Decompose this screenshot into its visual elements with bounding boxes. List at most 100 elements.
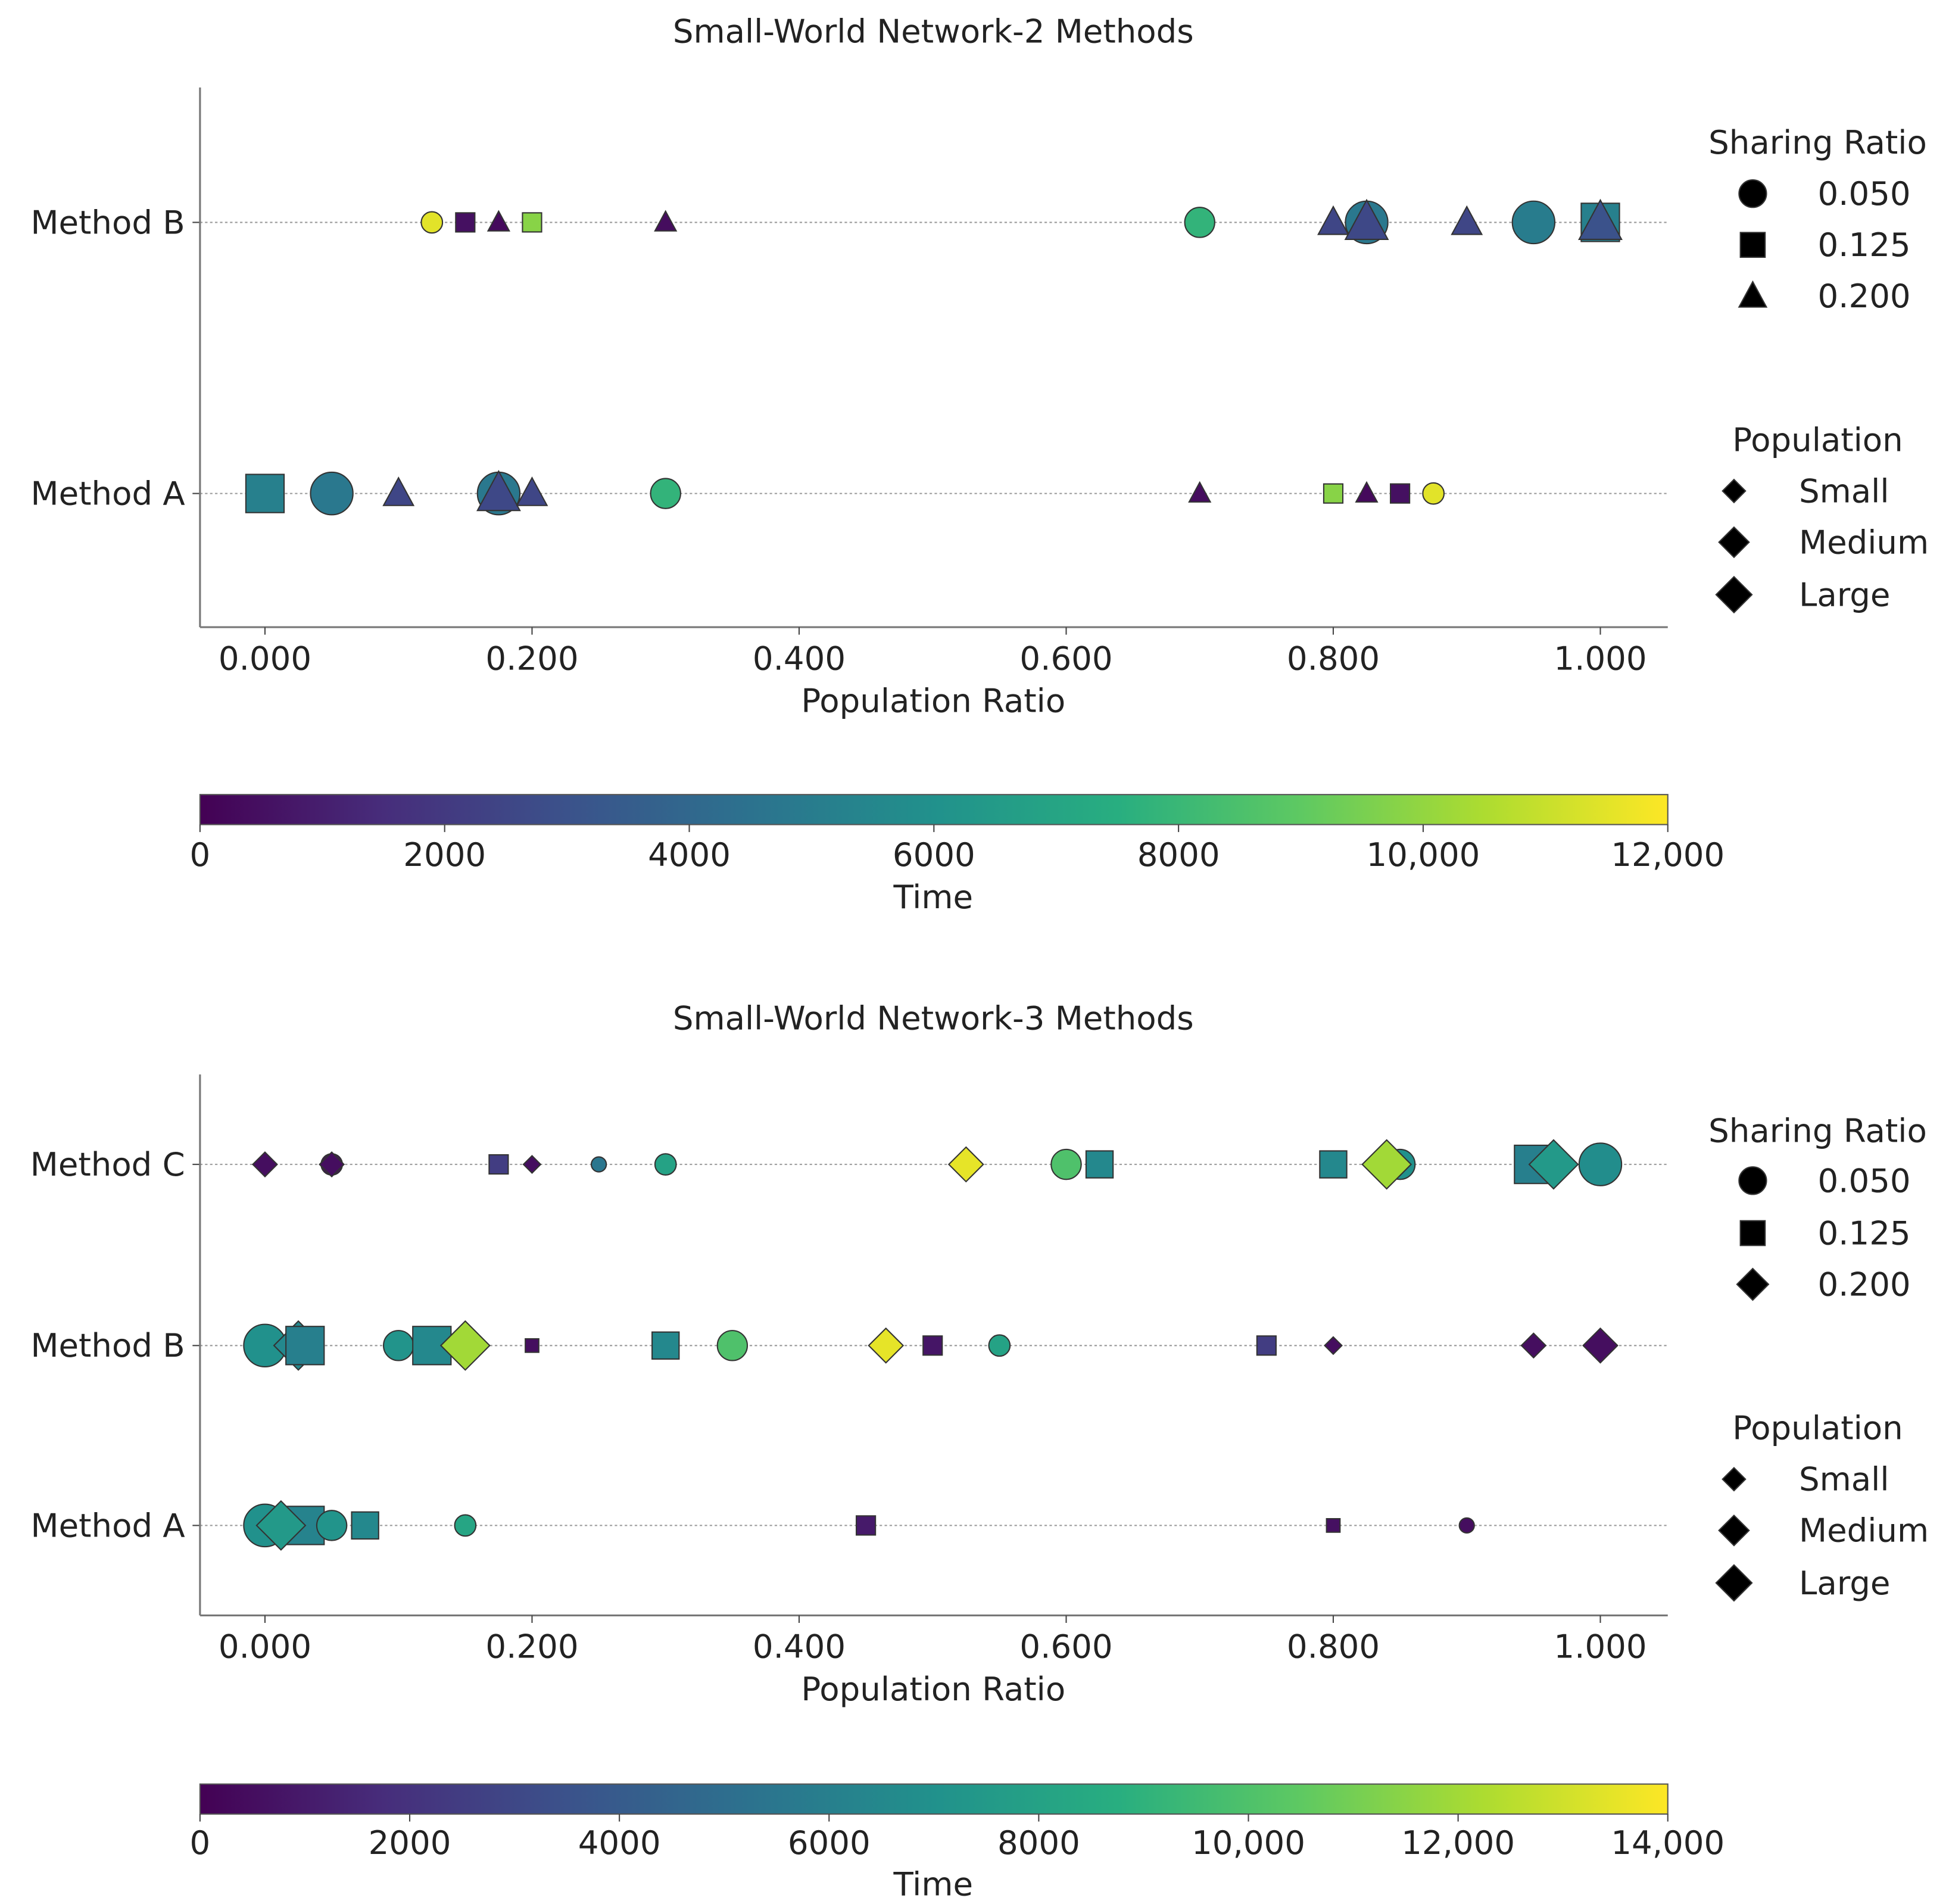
data-point	[1520, 1332, 1547, 1359]
legend-sharing-label: 0.200	[1817, 277, 1910, 315]
data-point	[1323, 483, 1344, 504]
x-tick-label: 0.000	[219, 1628, 311, 1666]
colorbar-tick-label: 12,000	[1401, 1824, 1515, 1862]
data-point	[488, 1154, 509, 1175]
data-point	[1184, 207, 1215, 238]
x-tick-label: 0.800	[1287, 639, 1380, 677]
colorbar-tick-label: 10,000	[1367, 836, 1480, 874]
data-point	[650, 478, 681, 509]
data-point	[476, 469, 521, 512]
colorbar-label: Time	[893, 1865, 973, 1903]
x-tick-label: 0.200	[485, 639, 578, 677]
data-point	[1511, 200, 1556, 245]
legend-triangle-icon	[1738, 280, 1768, 308]
legend-diamond-icon	[1715, 1564, 1753, 1602]
data-point	[351, 1511, 379, 1540]
data-point	[1528, 1139, 1579, 1190]
data-point	[1578, 1142, 1623, 1186]
data-point	[1319, 1150, 1348, 1179]
data-point	[868, 1327, 905, 1364]
legend-diamond-icon	[1736, 1267, 1770, 1301]
colorbar-tick-label: 12,000	[1611, 836, 1725, 874]
colorbar	[199, 794, 1669, 825]
y-tick-label: Method A	[31, 474, 185, 512]
x-tick-label: 0.000	[219, 639, 311, 677]
colorbar-tick-label: 2000	[403, 836, 486, 874]
x-tick-label: 0.600	[1019, 1628, 1112, 1666]
legend-sharing-title: Sharing Ratio	[1708, 1111, 1927, 1149]
data-point	[1361, 1139, 1412, 1190]
data-point	[1085, 1150, 1114, 1179]
data-point	[251, 1151, 278, 1178]
x-tick-label: 1.000	[1554, 1628, 1646, 1666]
legend-sharing-label: 0.050	[1817, 174, 1910, 213]
legend-diamond-icon	[1722, 1466, 1747, 1492]
chart-title: Small-World Network-2 Methods	[673, 12, 1194, 50]
data-point	[1324, 1336, 1343, 1355]
data-point	[1355, 481, 1379, 503]
colorbar-tick-label: 0	[190, 1824, 211, 1862]
legend-population-title: Population	[1732, 1409, 1903, 1447]
x-tick-label: 0.800	[1287, 1628, 1380, 1666]
data-point	[654, 210, 678, 232]
colorbar-tick-label: 2000	[369, 1824, 451, 1862]
data-point	[1390, 483, 1411, 504]
data-point	[1326, 1517, 1341, 1533]
data-point	[654, 1153, 677, 1176]
data-point	[1451, 205, 1483, 235]
y-tick-label: Method A	[31, 1506, 185, 1544]
data-point	[285, 1326, 325, 1366]
data-point	[1317, 205, 1349, 235]
x-tick-label: 0.400	[753, 1628, 846, 1666]
legend-population-label: Small	[1799, 1460, 1889, 1498]
data-point	[525, 1338, 540, 1353]
legend-diamond-icon	[1718, 1514, 1750, 1547]
colorbar-label: Time	[893, 878, 973, 916]
data-point	[316, 1510, 348, 1541]
data-point	[947, 1146, 984, 1183]
colorbar-tick-label: 8000	[1137, 836, 1220, 874]
legend-square-icon	[1739, 1220, 1766, 1247]
data-point	[1458, 1517, 1475, 1534]
colorbar-tick-label: 6000	[788, 1824, 871, 1862]
data-point	[454, 1514, 477, 1537]
y-tick-label: Method C	[30, 1145, 185, 1183]
chart-title: Small-World Network-3 Methods	[673, 999, 1194, 1037]
legend-population-label: Medium	[1799, 523, 1929, 561]
colorbar-tick-label: 14,000	[1611, 1824, 1725, 1862]
legend-diamond-icon	[1718, 526, 1750, 559]
legend-sharing-title: Sharing Ratio	[1708, 123, 1927, 161]
data-point	[516, 476, 548, 506]
data-point	[245, 473, 285, 513]
data-point	[319, 1151, 345, 1178]
data-point	[439, 1320, 491, 1371]
legend-sharing-label: 0.125	[1817, 1214, 1910, 1252]
legend-circle-icon	[1738, 1166, 1767, 1195]
data-point	[988, 1334, 1011, 1357]
x-axis-label: Population Ratio	[801, 1670, 1065, 1708]
y-tick-label: Method B	[30, 1326, 185, 1364]
x-tick-label: 1.000	[1554, 639, 1646, 677]
data-point	[856, 1515, 877, 1536]
legend-population-label: Large	[1799, 575, 1890, 613]
x-tick-label: 0.200	[485, 1628, 578, 1666]
data-point	[1050, 1148, 1082, 1180]
data-point	[255, 1500, 307, 1551]
colorbar-tick-label: 10,000	[1192, 1824, 1305, 1862]
colorbar-tick-label: 4000	[578, 1824, 661, 1862]
data-point	[522, 1155, 542, 1174]
data-point	[1582, 1327, 1619, 1364]
chart-network-3: Small-World Network-3 Methods Method A Met…	[30, 999, 1929, 1903]
colorbar	[199, 1783, 1669, 1815]
legend-population-title: Population	[1732, 420, 1903, 459]
legend-population-label: Medium	[1799, 1512, 1929, 1550]
data-point	[382, 476, 415, 506]
data-point	[382, 1330, 414, 1361]
colorbar-tick-label: 4000	[648, 836, 731, 874]
data-point	[420, 211, 444, 234]
legend-diamond-icon	[1722, 478, 1747, 504]
data-point	[487, 210, 510, 232]
colorbar-tick-label: 8000	[997, 1824, 1080, 1862]
legend-sharing-label: 0.050	[1817, 1161, 1910, 1199]
